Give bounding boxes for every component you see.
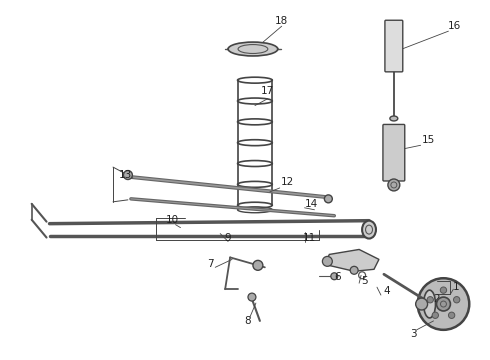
Text: 4: 4 <box>384 286 390 296</box>
Ellipse shape <box>424 290 436 318</box>
Text: 15: 15 <box>422 135 435 145</box>
Ellipse shape <box>417 278 469 330</box>
Circle shape <box>248 293 256 301</box>
Circle shape <box>350 266 358 274</box>
Text: 1: 1 <box>453 282 460 292</box>
Circle shape <box>427 297 434 303</box>
Ellipse shape <box>362 221 376 239</box>
Circle shape <box>253 260 263 270</box>
Text: 11: 11 <box>303 233 316 243</box>
FancyBboxPatch shape <box>383 125 405 181</box>
Text: 3: 3 <box>411 329 417 339</box>
Circle shape <box>441 287 446 293</box>
Polygon shape <box>324 249 379 271</box>
Circle shape <box>322 256 332 266</box>
Ellipse shape <box>228 42 278 56</box>
Text: 6: 6 <box>334 272 341 282</box>
Text: 14: 14 <box>305 199 318 209</box>
Text: 5: 5 <box>361 276 368 286</box>
Text: 13: 13 <box>119 170 133 180</box>
Circle shape <box>123 171 132 180</box>
Circle shape <box>388 179 400 191</box>
Circle shape <box>331 273 338 280</box>
Text: 12: 12 <box>281 177 294 187</box>
Text: 2: 2 <box>433 294 440 304</box>
Text: 18: 18 <box>275 16 288 26</box>
Circle shape <box>432 312 439 319</box>
Circle shape <box>416 298 428 310</box>
Text: 9: 9 <box>225 233 231 243</box>
Circle shape <box>324 195 332 203</box>
Text: 8: 8 <box>245 316 251 326</box>
Text: 7: 7 <box>207 259 214 269</box>
Text: 16: 16 <box>448 21 461 31</box>
Text: 17: 17 <box>261 86 274 96</box>
Ellipse shape <box>390 116 398 121</box>
FancyBboxPatch shape <box>385 20 403 72</box>
Text: 10: 10 <box>166 215 179 225</box>
Circle shape <box>453 297 460 303</box>
Circle shape <box>448 312 455 319</box>
Circle shape <box>437 297 450 311</box>
